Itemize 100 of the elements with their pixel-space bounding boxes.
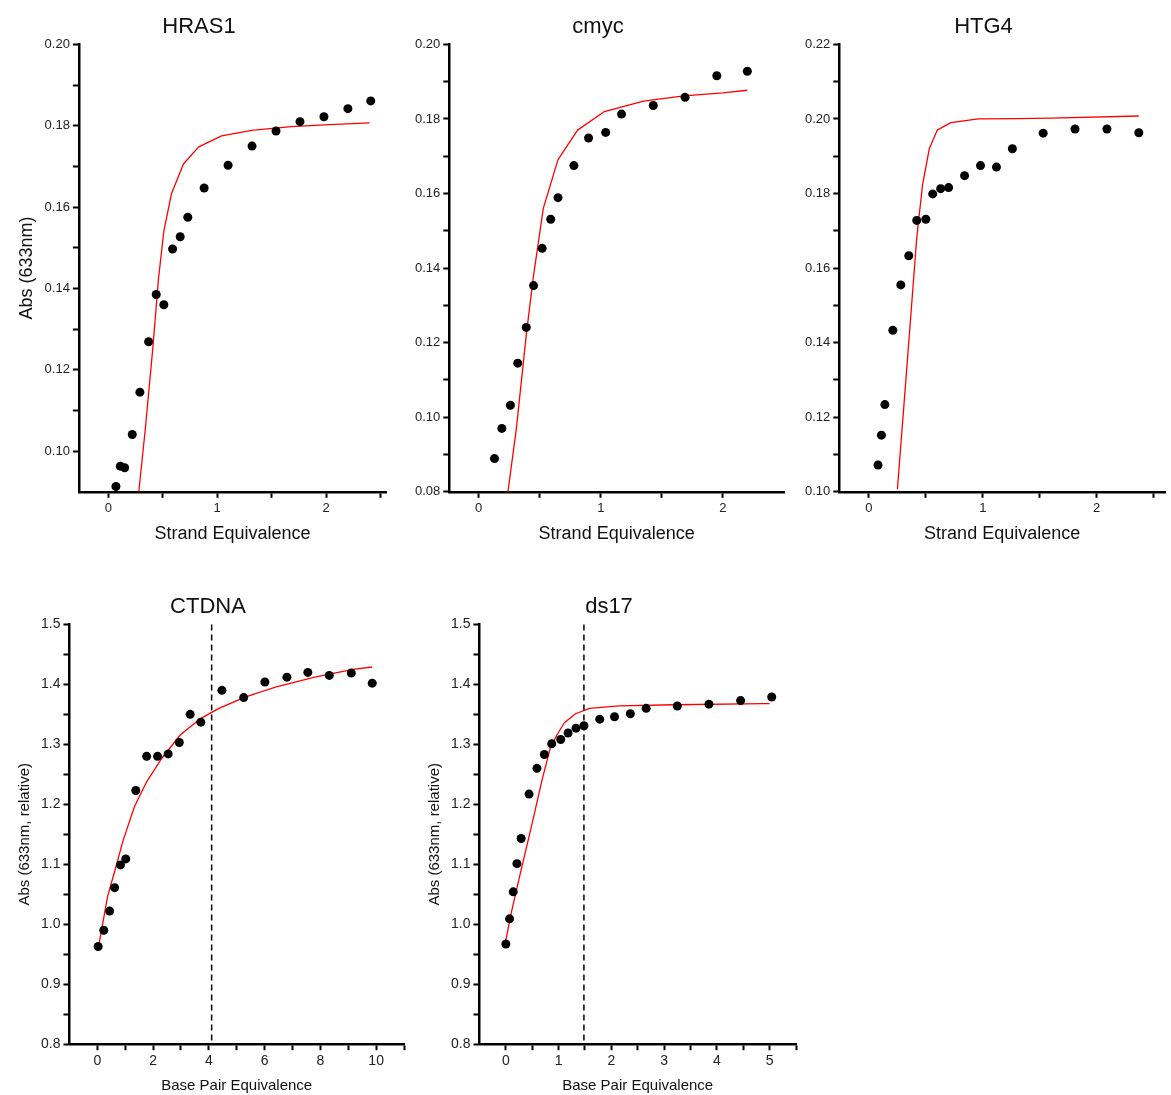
point (324, 670, 334, 680)
x-tick-label: 1 (554, 1052, 563, 1069)
point (512, 859, 522, 869)
point (343, 104, 353, 114)
x-tick-label: 3 (660, 1052, 669, 1069)
y-tick-label: 1.3 (40, 735, 61, 752)
chart-title: CTDNA (170, 593, 247, 619)
point (553, 193, 563, 203)
chart-title: HTG4 (954, 13, 1013, 39)
point (490, 454, 499, 464)
point (571, 723, 581, 733)
point (271, 126, 281, 136)
x-tick-label: 8 (316, 1052, 325, 1069)
point (142, 751, 152, 761)
point (1134, 128, 1144, 138)
point (595, 714, 605, 724)
x-axis-title: Base Pair Equivalence (562, 1076, 714, 1094)
point (704, 699, 714, 709)
point (1007, 144, 1017, 154)
point (556, 735, 566, 745)
point (1038, 128, 1048, 138)
point (516, 834, 526, 843)
y-tick-label: 0.16 (804, 259, 831, 275)
point (1070, 124, 1080, 134)
y-tick-label: 0.12 (44, 361, 70, 377)
point (880, 400, 890, 410)
y-tick-label: 1.4 (450, 675, 471, 692)
point (282, 672, 292, 682)
point (547, 739, 557, 749)
y-tick-label: 1.0 (450, 915, 471, 932)
point (896, 280, 906, 290)
y-tick-label: 1.5 (450, 615, 471, 632)
y-tick-label: 1.4 (40, 675, 61, 692)
y-tick-label: 0.16 (44, 198, 70, 214)
y-tick-label: 0.16 (414, 185, 441, 201)
chart-title: HRAS1 (162, 13, 236, 39)
point (960, 171, 970, 181)
point (873, 460, 883, 470)
y-tick-label: 0.9 (40, 975, 61, 992)
point (153, 751, 163, 761)
point (976, 161, 986, 171)
y-tick-label: 0.14 (804, 334, 831, 350)
y-tick-label: 0.20 (44, 35, 70, 51)
x-tick-label: 0 (93, 1052, 102, 1069)
chart-title: ds17 (585, 593, 633, 619)
y-tick-label: 0.20 (804, 110, 831, 126)
point (505, 400, 515, 410)
point (680, 92, 690, 102)
point (131, 786, 141, 796)
point (569, 161, 579, 171)
x-axis-title: Strand Equivalence (154, 523, 311, 544)
point (295, 117, 305, 127)
point (610, 712, 620, 722)
point (144, 337, 154, 347)
y-tick-label: 0.18 (804, 185, 831, 201)
y-tick-label: 0.20 (414, 35, 441, 51)
point (185, 709, 195, 719)
y-tick-label: 0.18 (44, 117, 70, 133)
chart-title: cmyc (572, 13, 624, 39)
y-tick-label: 0.8 (40, 1035, 61, 1052)
y-tick-label: 0.12 (414, 334, 441, 350)
point (163, 749, 173, 759)
point (247, 141, 257, 151)
point (742, 66, 752, 76)
point (539, 750, 549, 760)
point (617, 109, 627, 119)
point (537, 243, 547, 253)
x-tick-label: 0 (501, 1052, 510, 1069)
x-tick-label: 0 (865, 500, 873, 516)
point (625, 709, 635, 719)
x-tick-label: 2 (322, 500, 330, 516)
point (303, 667, 313, 677)
y-tick-label: 0.14 (44, 280, 70, 296)
y-tick-label: 1.3 (450, 735, 471, 752)
point (260, 677, 270, 687)
point (508, 887, 518, 897)
point (505, 914, 515, 924)
x-tick-label: 1 (213, 500, 221, 516)
point (367, 678, 377, 688)
point (584, 133, 594, 143)
y-tick-label: 0.22 (804, 35, 831, 51)
point (159, 300, 169, 310)
point (1102, 124, 1112, 134)
point (121, 854, 131, 864)
point (944, 183, 954, 193)
y-tick-label: 0.18 (414, 110, 441, 126)
point (223, 160, 233, 170)
y-tick-label: 0.8 (450, 1035, 471, 1052)
point (641, 703, 651, 713)
x-tick-label: 2 (607, 1052, 616, 1069)
point (110, 883, 120, 893)
point (532, 763, 542, 773)
x-tick-label: 2 (149, 1052, 158, 1069)
point (168, 244, 178, 254)
x-tick-label: 1 (597, 500, 605, 516)
point (601, 127, 611, 137)
point (546, 214, 556, 224)
point (105, 906, 115, 916)
y-tick-label: 0.10 (44, 442, 70, 458)
x-tick-label: 1 (979, 500, 987, 516)
